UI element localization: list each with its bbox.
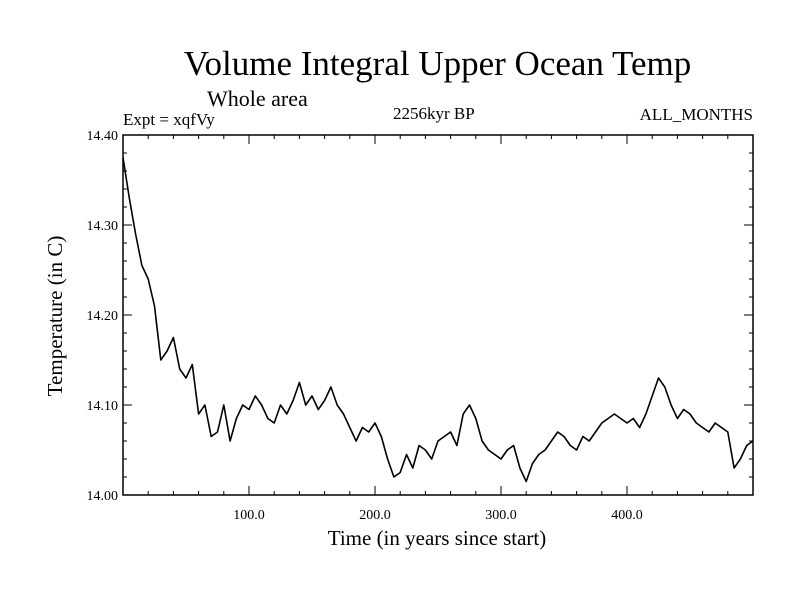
- axis-ticks: 100.0 200.0 300.0 400.0 14.00 14.10 14.20 14.30…: [87, 129, 753, 523]
- months-label: ALL_MONTHS: [639, 105, 753, 124]
- data-series: [122, 157, 754, 483]
- y-tick-label: 14.40: [87, 129, 119, 144]
- series-line: [122, 157, 754, 483]
- x-axis-title: Time (in years since start): [328, 526, 547, 550]
- chart-subtitle: Whole area: [207, 86, 308, 111]
- y-tick-label: 14.20: [87, 309, 119, 324]
- period-label: 2256kyr BP: [393, 104, 475, 123]
- x-tick-label: 100.0: [233, 508, 265, 523]
- y-axis-title: Temperature (in C): [43, 236, 67, 397]
- y-tick-label: 14.00: [87, 489, 119, 504]
- y-tick-label: 14.30: [87, 219, 119, 234]
- x-tick-label: 400.0: [611, 508, 643, 523]
- experiment-label: Expt = xqfVy: [123, 110, 215, 129]
- x-tick-label: 300.0: [485, 508, 517, 523]
- y-tick-label: 14.10: [87, 399, 119, 414]
- chart-title: Volume Integral Upper Ocean Temp: [183, 44, 692, 83]
- x-tick-label: 200.0: [359, 508, 391, 523]
